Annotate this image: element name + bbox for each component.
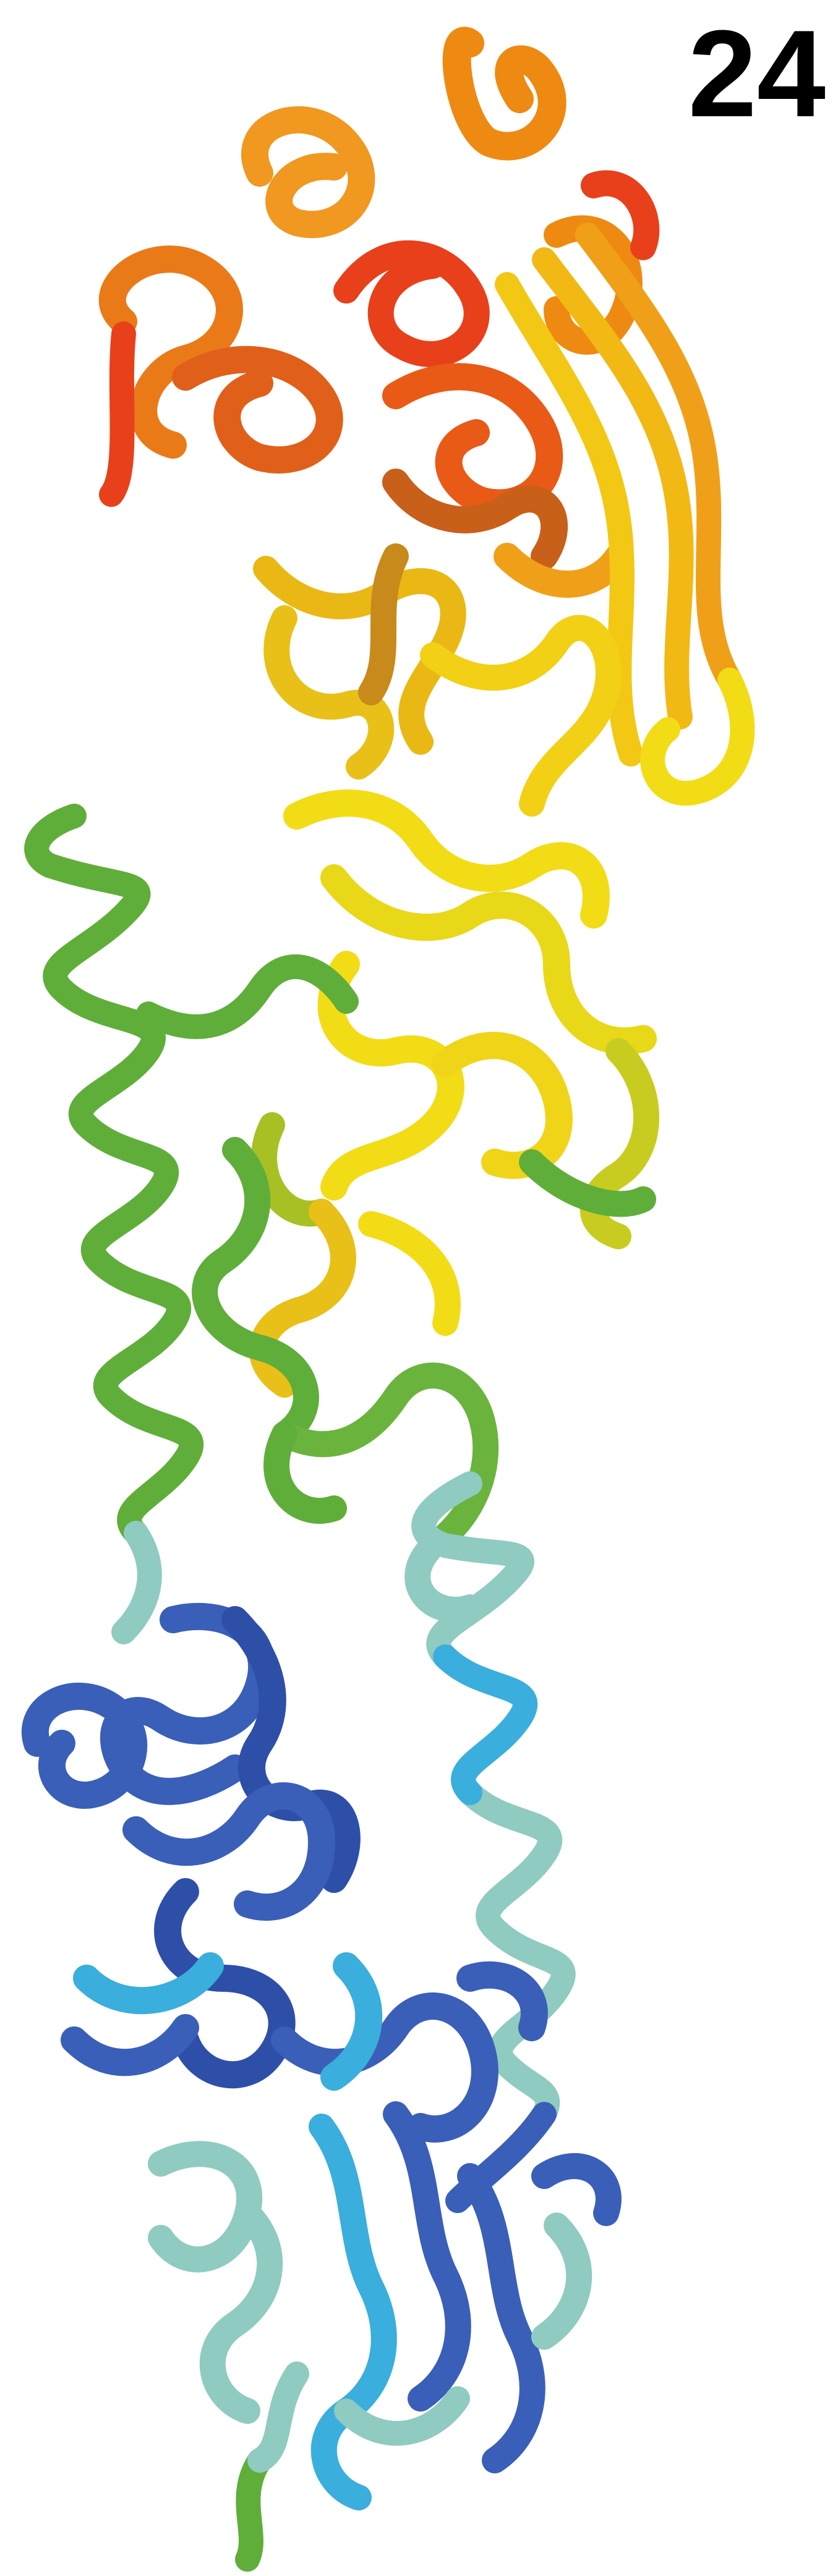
bottom-strands <box>148 2101 622 2572</box>
middle-domain-loops <box>249 789 659 1398</box>
c-terminal-domain <box>22 1602 548 2143</box>
n-terminal-domain-loops <box>98 27 660 598</box>
panel-label: 24 <box>688 5 826 143</box>
beta-strand-bundle <box>253 223 755 817</box>
left-alpha-helix <box>24 804 359 1644</box>
